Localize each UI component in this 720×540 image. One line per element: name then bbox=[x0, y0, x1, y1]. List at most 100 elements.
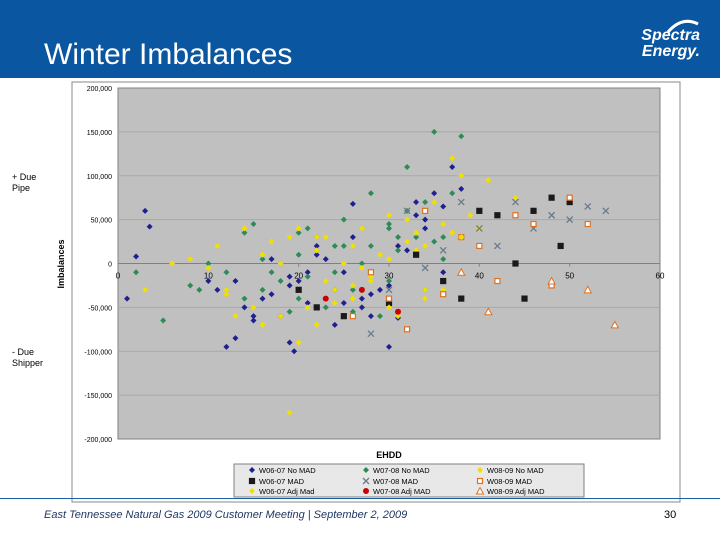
y-tick-label: -50,000 bbox=[88, 305, 112, 312]
due-shipper-label: - Due Shipper bbox=[12, 347, 44, 368]
data-point bbox=[259, 251, 266, 258]
data-point bbox=[422, 286, 429, 293]
data-point bbox=[313, 321, 320, 328]
data-point bbox=[440, 203, 447, 210]
x-tick-label: 20 bbox=[294, 272, 303, 281]
data-point bbox=[142, 286, 149, 293]
data-point bbox=[363, 488, 369, 494]
data-point bbox=[449, 155, 456, 162]
data-point bbox=[548, 194, 555, 201]
data-point bbox=[404, 247, 411, 254]
legend-entry: W07-08 MAD bbox=[362, 477, 419, 486]
data-point bbox=[385, 286, 393, 294]
series-w08-09-mad bbox=[349, 194, 591, 333]
y-tick-label: 0 bbox=[108, 262, 112, 269]
data-point bbox=[422, 216, 429, 223]
data-point bbox=[277, 260, 284, 267]
data-point bbox=[386, 278, 392, 285]
data-point bbox=[476, 207, 483, 214]
series-w07-08-mad bbox=[367, 198, 610, 338]
data-point bbox=[249, 467, 255, 473]
data-point bbox=[386, 304, 392, 311]
data-point bbox=[367, 313, 374, 320]
data-point bbox=[259, 256, 266, 263]
legend-label: W08-09 No MAD bbox=[487, 466, 544, 475]
data-point bbox=[223, 291, 230, 298]
data-point bbox=[259, 295, 266, 302]
data-point bbox=[395, 234, 402, 241]
data-point bbox=[440, 269, 447, 276]
data-point bbox=[367, 190, 374, 197]
data-point bbox=[584, 220, 591, 228]
data-point bbox=[349, 282, 356, 289]
y-tick-label: 100,000 bbox=[87, 174, 112, 181]
legend-entry: W07-08 Adj MAD bbox=[363, 487, 431, 496]
data-point bbox=[241, 304, 248, 311]
data-point bbox=[512, 212, 519, 219]
legend: W06-07 No MAD W07-08 No MAD W08-09 No MAD W… bbox=[233, 463, 585, 498]
data-point bbox=[340, 269, 347, 276]
data-point bbox=[146, 223, 153, 230]
data-point bbox=[268, 269, 275, 276]
data-point bbox=[295, 251, 302, 258]
page-number: 30 bbox=[664, 509, 677, 521]
legend-entry: W08-09 No MAD bbox=[477, 466, 544, 475]
data-point bbox=[476, 477, 484, 485]
data-point bbox=[313, 304, 320, 311]
data-point bbox=[313, 251, 320, 258]
data-point bbox=[458, 185, 465, 192]
data-point bbox=[494, 277, 501, 285]
data-point bbox=[475, 224, 483, 232]
data-point bbox=[286, 282, 293, 289]
data-point bbox=[385, 295, 393, 302]
data-point bbox=[439, 246, 447, 254]
data-point bbox=[431, 199, 438, 206]
legend-entry: W07-08 No MAD bbox=[363, 466, 430, 475]
x-axis-ticks: 0 10 20 30 40 50 60 bbox=[116, 263, 665, 281]
legend-label: W06-07 Adj Mad bbox=[259, 487, 314, 496]
data-point bbox=[250, 317, 257, 324]
data-point bbox=[431, 128, 438, 135]
data-point bbox=[232, 278, 239, 285]
data-point bbox=[413, 251, 420, 258]
data-point bbox=[205, 260, 212, 267]
data-point bbox=[304, 273, 311, 280]
data-point bbox=[358, 286, 365, 293]
data-point bbox=[223, 343, 230, 350]
data-point bbox=[349, 313, 356, 320]
data-point bbox=[521, 295, 528, 302]
data-point bbox=[367, 269, 375, 276]
data-point bbox=[449, 190, 456, 197]
data-point bbox=[386, 343, 392, 350]
data-point bbox=[512, 198, 519, 206]
data-point bbox=[362, 477, 370, 485]
data-point bbox=[250, 313, 257, 320]
data-point bbox=[512, 260, 519, 267]
data-point bbox=[286, 234, 293, 241]
data-point bbox=[458, 234, 465, 241]
data-point bbox=[340, 216, 347, 223]
legend-label: W08-09 Adj MAD bbox=[487, 487, 545, 496]
data-point bbox=[376, 286, 383, 293]
data-point bbox=[169, 260, 176, 267]
data-point bbox=[413, 234, 420, 241]
legend-label: W06-07 No MAD bbox=[259, 466, 316, 475]
data-point bbox=[458, 172, 465, 179]
data-points bbox=[124, 128, 620, 416]
data-point bbox=[403, 326, 411, 333]
data-point bbox=[449, 163, 456, 170]
data-point bbox=[395, 242, 402, 249]
data-point bbox=[493, 242, 501, 250]
data-point bbox=[322, 234, 329, 241]
data-point bbox=[340, 299, 347, 306]
data-point bbox=[268, 238, 275, 245]
data-point bbox=[241, 295, 248, 302]
data-point bbox=[340, 313, 347, 320]
data-point bbox=[160, 317, 167, 324]
data-point bbox=[404, 163, 411, 170]
data-point bbox=[295, 339, 302, 346]
data-point bbox=[413, 212, 420, 219]
data-point bbox=[313, 242, 320, 249]
data-point bbox=[367, 291, 374, 298]
